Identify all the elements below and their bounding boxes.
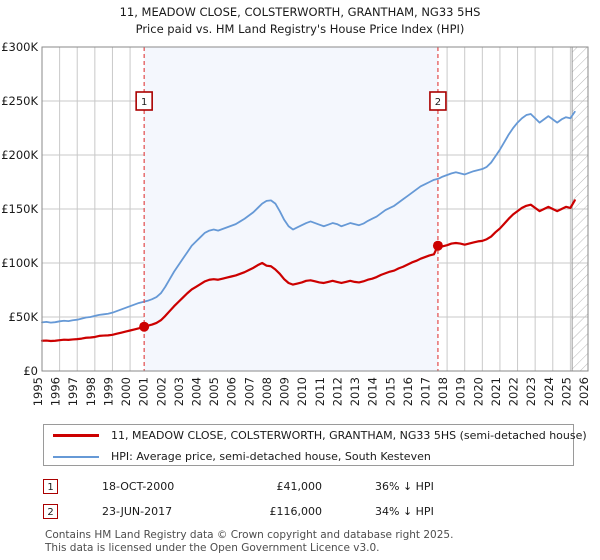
svg-text:1997: 1997 [66, 377, 80, 406]
svg-text:£200K: £200K [1, 148, 38, 162]
svg-text:2022: 2022 [507, 377, 521, 406]
legend-swatch-property-icon [53, 434, 99, 437]
svg-text:2017: 2017 [418, 377, 432, 406]
svg-text:2: 2 [435, 97, 441, 108]
transaction-hpi-delta: 36% ↓ HPI [375, 480, 434, 493]
x-axis-labels: 1995 1996 1997 1998 1999 2000 2001 2002 2003 2004… [31, 377, 591, 406]
svg-text:2002: 2002 [154, 377, 168, 406]
svg-text:2014: 2014 [366, 377, 380, 406]
legend-item-hpi: HPI: Average price, semi-detached house,… [44, 446, 573, 467]
title-line-subtitle: Price paid vs. HM Land Registry's House … [135, 22, 465, 36]
svg-text:2024: 2024 [542, 377, 556, 406]
transaction-price: £41,000 [276, 480, 323, 493]
svg-text:£0: £0 [23, 364, 38, 378]
svg-text:2003: 2003 [172, 377, 186, 406]
svg-text:2015: 2015 [383, 377, 397, 406]
svg-text:2006: 2006 [225, 377, 239, 406]
svg-text:£50K: £50K [9, 310, 39, 324]
svg-text:1999: 1999 [101, 377, 115, 406]
svg-text:£300K: £300K [1, 40, 38, 54]
svg-text:1: 1 [141, 97, 147, 108]
svg-text:£100K: £100K [1, 256, 38, 270]
transaction-date: 18-OCT-2000 [102, 480, 175, 493]
plot-frame [41, 46, 589, 372]
page-title: 11, MEADOW CLOSE, COLSTERWORTH, GRANTHAM… [0, 4, 600, 38]
svg-text:2009: 2009 [278, 377, 292, 406]
legend-label-property: 11, MEADOW CLOSE, COLSTERWORTH, GRANTHAM… [111, 429, 587, 442]
svg-text:2011: 2011 [313, 377, 327, 406]
legend-label-hpi: HPI: Average price, semi-detached house,… [111, 450, 431, 463]
svg-text:£250K: £250K [1, 94, 38, 108]
svg-text:1996: 1996 [49, 377, 63, 406]
svg-text:£150K: £150K [1, 202, 38, 216]
svg-text:2020: 2020 [471, 377, 485, 406]
svg-text:2004: 2004 [190, 377, 204, 406]
transaction-marker-badge: 2 [43, 504, 58, 519]
svg-text:2007: 2007 [242, 377, 256, 406]
table-row: 2 23-JUN-2017 £116,000 34% ↓ HPI [43, 499, 583, 524]
title-line-address: 11, MEADOW CLOSE, COLSTERWORTH, GRANTHAM… [119, 5, 481, 19]
legend-swatch-hpi-icon [53, 455, 99, 458]
transaction-marker-badge: 1 [43, 479, 58, 494]
svg-text:2026: 2026 [577, 377, 591, 406]
svg-text:2013: 2013 [348, 377, 362, 406]
svg-text:2012: 2012 [330, 377, 344, 406]
incomplete-data-hatch [571, 46, 589, 372]
svg-text:2005: 2005 [207, 377, 221, 406]
chart-legend: 11, MEADOW CLOSE, COLSTERWORTH, GRANTHAM… [43, 424, 587, 467]
footer-line-licence: This data is licensed under the Open Gov… [45, 542, 380, 554]
svg-text:2016: 2016 [401, 377, 415, 406]
svg-text:2019: 2019 [454, 377, 468, 406]
sale-point-markers [139, 240, 443, 332]
svg-text:2025: 2025 [559, 377, 573, 406]
svg-text:2021: 2021 [489, 377, 503, 406]
transaction-price: £116,000 [269, 505, 323, 518]
y-axis-labels: £0 £50K £100K £150K £200K £250K £300K [1, 40, 38, 378]
svg-text:2023: 2023 [524, 377, 538, 406]
svg-text:1995: 1995 [31, 377, 45, 406]
svg-text:2001: 2001 [137, 377, 151, 406]
sale-event-lines [143, 47, 439, 371]
svg-text:1998: 1998 [84, 377, 98, 406]
table-row: 1 18-OCT-2000 £41,000 36% ↓ HPI [43, 474, 583, 499]
copyright-footer: Contains HM Land Registry data © Crown c… [45, 529, 590, 555]
ownership-span [144, 47, 438, 371]
svg-text:2008: 2008 [260, 377, 274, 406]
legend-item-property: 11, MEADOW CLOSE, COLSTERWORTH, GRANTHAM… [44, 425, 587, 446]
svg-text:2018: 2018 [436, 377, 450, 406]
footer-line-copyright: Contains HM Land Registry data © Crown c… [45, 529, 454, 541]
svg-text:2010: 2010 [295, 377, 309, 406]
svg-text:2000: 2000 [119, 377, 133, 406]
transactions-table: 1 18-OCT-2000 £41,000 36% ↓ HPI 2 23-JUN… [43, 474, 583, 524]
data-series [40, 110, 576, 343]
transaction-date: 23-JUN-2017 [102, 505, 173, 518]
transaction-hpi-delta: 34% ↓ HPI [375, 505, 434, 518]
